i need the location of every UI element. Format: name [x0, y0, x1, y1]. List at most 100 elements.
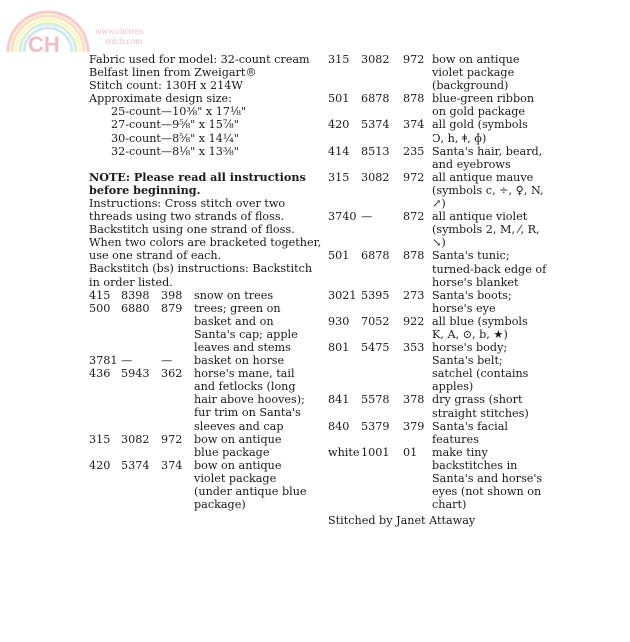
- coats-code: 235: [403, 144, 425, 158]
- intro-line: Fabric used for model: 32-count cream: [89, 53, 310, 66]
- description-line: dry grass (short: [432, 393, 523, 407]
- description-line: all antique mauve: [432, 170, 534, 184]
- description-line: hair above hooves);: [194, 393, 305, 407]
- floss-row: 500 6880 879 trees; green on basket and on Sa…: [89, 302, 319, 354]
- stitched-by-credit: Stitched by Janet Attaway: [328, 514, 476, 528]
- description-line: backstitches in: [432, 458, 518, 472]
- instruction-line: use one strand of each.: [89, 249, 222, 263]
- dmc-code: 3740: [328, 210, 357, 224]
- anchor-code: 3082: [121, 432, 150, 446]
- dmc-code: 415: [89, 288, 111, 302]
- anchor-code: 1001: [361, 445, 390, 459]
- description-line: eyes (not shown on: [432, 485, 542, 499]
- floss-description: make tiny backstitches in Santa's and hors…: [432, 446, 553, 511]
- dmc-code: 436: [89, 367, 111, 381]
- floss-description: basket on horse: [194, 354, 319, 367]
- description-line: and eyebrows: [432, 157, 511, 171]
- anchor-code: 5395: [361, 288, 390, 302]
- anchor-code: 6878: [361, 249, 390, 263]
- description-line: bow on antique: [194, 458, 282, 472]
- floss-row: 420 5374 374 bow on antique violet package (u…: [89, 459, 319, 511]
- floss-description: all blue (symbols K, A, ⊙, b, ★): [432, 315, 553, 341]
- description-line: on gold package: [432, 105, 526, 119]
- floss-description: all antique mauve (symbols c, ÷, ♀, N, ↗): [432, 171, 553, 210]
- description-line: blue-green ribbon: [432, 92, 535, 106]
- description-line: horse's blanket: [432, 275, 519, 289]
- description-line: package): [194, 498, 246, 512]
- coats-code: 972: [403, 170, 425, 184]
- note-heading: NOTE: Please read all instructions before…: [89, 169, 319, 197]
- instruction-line: Backstitch using one strand of floss.: [89, 223, 295, 237]
- dmc-code: 420: [89, 458, 111, 472]
- description-line: Santa's facial: [432, 419, 508, 433]
- instruction-line: Backstitch (bs) instructions: Backstitch: [89, 262, 313, 276]
- dmc-code: 501: [328, 92, 350, 106]
- intro-line: Approximate design size:: [89, 92, 232, 106]
- watermark-logo: CH www.chcross stitch.com: [6, 10, 144, 57]
- description-line: turned-back edge of: [432, 262, 547, 276]
- description-line: (symbols c, ÷, ♀, N,: [432, 183, 544, 197]
- coats-code: 378: [403, 393, 425, 407]
- anchor-code: 6880: [121, 301, 150, 315]
- dmc-code: white: [328, 445, 360, 459]
- description-line: chart): [432, 498, 467, 512]
- instruction-line: threads using two strands of floss.: [89, 210, 285, 224]
- dmc-code: 3781: [89, 354, 118, 368]
- coats-code: 379: [403, 419, 425, 433]
- description-line: and fetlocks (long: [194, 380, 296, 394]
- anchor-code: 8513: [361, 144, 390, 158]
- floss-description: Santa's boots; horse's eye: [432, 289, 553, 315]
- description-line: horse's eye: [432, 301, 496, 315]
- floss-row: white 1001 01 make tiny backstitches in Santa…: [328, 446, 553, 511]
- description-line: ↘): [432, 236, 446, 250]
- floss-row: 501 6878 878 blue-green ribbon on gold packa…: [328, 92, 553, 118]
- floss-row: 436 5943 362 horse's mane, tail and fetlocks…: [89, 367, 319, 432]
- description-line: K, A, ⊙, b, ★): [432, 327, 508, 341]
- description-line: straight stitches): [432, 406, 529, 420]
- note-line: before beginning.: [89, 182, 201, 197]
- description-line: Santa's tunic;: [432, 249, 510, 263]
- floss-description: dry grass (short straight stitches): [432, 393, 553, 419]
- description-line: all blue (symbols: [432, 314, 528, 328]
- note-line: NOTE: Please read all instructions: [89, 169, 306, 184]
- description-line: Santa's boots;: [432, 288, 512, 302]
- floss-row: 3021 5395 273 Santa's boots; horse's eye: [328, 289, 553, 315]
- floss-description: blue-green ribbon on gold package: [432, 92, 553, 118]
- dmc-code: 501: [328, 249, 350, 263]
- description-line: basket and on: [194, 314, 274, 328]
- dmc-code: 315: [328, 53, 350, 66]
- anchor-code: 8398: [121, 288, 150, 302]
- dmc-code: 420: [328, 118, 350, 132]
- floss-row: 841 5578 378 dry grass (short straight stitc…: [328, 393, 553, 419]
- floss-row: 315 3082 972 bow on antique blue package: [89, 433, 319, 459]
- floss-row: 3781— — basket on horse: [89, 354, 319, 367]
- description-line: bow on antique: [194, 432, 282, 446]
- design-size-line: 25-count—10⅜" x 17⅛": [111, 105, 246, 119]
- floss-description: trees; green on basket and on Santa's cap;…: [194, 302, 319, 354]
- dmc-code: 315: [89, 432, 111, 446]
- coats-code: 374: [161, 458, 183, 472]
- description-line: (under antique blue: [194, 485, 307, 498]
- coats-code: 972: [403, 53, 425, 66]
- description-line: horse's mane, tail: [194, 367, 295, 381]
- description-line: ↗): [432, 197, 446, 211]
- floss-description: snow on trees: [194, 289, 319, 302]
- anchor-code: —: [121, 354, 133, 368]
- description-line: apples): [432, 380, 474, 394]
- anchor-code: 3082: [361, 53, 390, 66]
- description-line: (background): [432, 79, 509, 93]
- description-line: snow on trees: [194, 288, 274, 302]
- description-line: violet package: [432, 66, 515, 80]
- coats-code: 398: [161, 288, 183, 302]
- description-line: horse's body;: [432, 341, 508, 355]
- coats-code: 878: [403, 249, 425, 263]
- floss-description: bow on antique blue package: [194, 433, 319, 459]
- left-column: Fabric used for model: 32-count cream Bel…: [89, 53, 321, 511]
- floss-row: 930 7052 922 all blue (symbols K, A, ⊙, b, ★…: [328, 315, 553, 341]
- anchor-code: —: [361, 210, 373, 224]
- description-line: leaves and stems: [194, 340, 291, 354]
- description-line: blue package: [194, 445, 270, 459]
- intro-line: Belfast linen from Zweigart®: [89, 66, 257, 80]
- anchor-code: 5943: [121, 367, 150, 381]
